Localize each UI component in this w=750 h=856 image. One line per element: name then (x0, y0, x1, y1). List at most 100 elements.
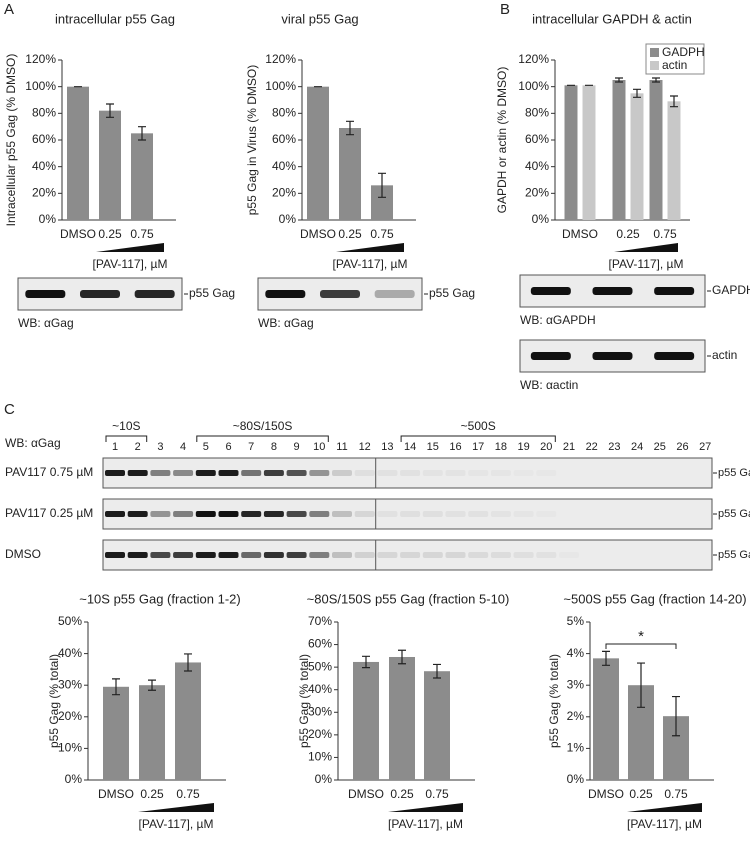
x-tick-label: 0.75 (653, 227, 677, 241)
y-tick-label: 40% (32, 159, 56, 173)
fraction-number: 15 (427, 441, 439, 453)
blot-band (445, 511, 466, 517)
fraction-number: 5 (203, 441, 209, 453)
fraction-group-label: ~500S (461, 419, 496, 433)
y-axis-title: Intracellular p55 Gag (% DMSO) (4, 54, 18, 227)
blot-band (195, 511, 216, 517)
y-tick-label: 40% (308, 682, 332, 696)
row-label: DMSO (5, 547, 41, 561)
x-axis-title: [PAV-117], µM (388, 817, 463, 831)
row-label: PAV117 0.25 µM (5, 506, 93, 520)
error-bar (672, 695, 680, 737)
y-tick-label: 30% (58, 677, 82, 691)
blot-band (127, 552, 148, 558)
blot-band (354, 552, 375, 558)
blot-band (468, 511, 489, 517)
blot-band (218, 470, 239, 476)
y-tick-label: 100% (518, 79, 549, 93)
error-bar (184, 653, 192, 672)
antibody-label: WB: αGag (5, 436, 61, 450)
blot-band (400, 552, 421, 558)
blot-band (468, 470, 488, 476)
y-tick-label: 70% (308, 614, 332, 628)
fraction-number: 17 (472, 441, 484, 453)
blot-band (173, 511, 194, 517)
y-tick-label: 10% (308, 750, 332, 764)
dose-wedge (388, 803, 463, 812)
error-bar (615, 77, 623, 83)
blot-band (127, 511, 148, 517)
fraction-number: 14 (404, 441, 416, 453)
y-tick-label: 0% (65, 772, 83, 786)
blot-band (536, 552, 557, 558)
fraction-bracket (105, 435, 148, 442)
y-tick-label: 40% (272, 159, 296, 173)
blot-band (592, 287, 633, 295)
blot-band (173, 552, 194, 558)
y-tick-label: 120% (265, 52, 296, 66)
blot-band (354, 470, 375, 476)
fraction-number: 22 (586, 441, 598, 453)
blot-band (25, 290, 66, 298)
dose-wedge (138, 803, 214, 812)
fraction-number: 12 (359, 441, 371, 453)
x-tick-label: 0.75 (425, 787, 449, 801)
y-tick-label: 120% (518, 52, 549, 66)
blot-band (150, 552, 171, 558)
blot-band (309, 511, 330, 517)
y-tick-label: 50% (58, 614, 82, 628)
y-tick-label: 0% (279, 212, 297, 226)
y-tick-label: 60% (308, 637, 332, 651)
chart-title: ~500S p55 Gag (fraction 14-20) (563, 591, 746, 606)
error-bar (602, 650, 610, 666)
y-axis-title: GAPDH or actin (% DMSO) (495, 67, 509, 214)
bar (612, 80, 626, 220)
y-axis-title: p55 Gag (% total) (47, 654, 61, 748)
blot-band (320, 290, 360, 298)
error-bar (433, 663, 441, 679)
x-axis-title: [PAV-117], µM (139, 817, 214, 831)
blot-band (536, 470, 556, 476)
dose-wedge (336, 243, 404, 252)
blot-band (400, 511, 421, 517)
panel-label: C (4, 401, 15, 418)
panel-label: B (500, 1, 510, 18)
blot-band (134, 290, 175, 298)
dose-wedge (627, 803, 702, 812)
blot-band (173, 470, 194, 476)
y-tick-label: 40% (58, 646, 82, 660)
blot-band (127, 470, 148, 476)
blot-band (654, 287, 695, 295)
blot-band (309, 552, 330, 558)
blot-band (263, 552, 284, 558)
blot-band (150, 511, 171, 517)
x-tick-label: DMSO (562, 227, 598, 241)
chart-title: ~80S/150S p55 Gag (fraction 5-10) (307, 591, 510, 606)
blot-band (468, 552, 489, 558)
y-tick-label: 2% (567, 709, 585, 723)
blot-band (105, 511, 125, 517)
bar (630, 93, 644, 220)
fraction-number: 10 (313, 441, 325, 453)
fraction-number: 24 (631, 441, 643, 453)
legend-label: GADPH (662, 45, 705, 59)
fraction-number: 16 (449, 441, 461, 453)
blot-band (286, 470, 307, 476)
blot-band (80, 290, 120, 298)
fraction-number: 26 (676, 441, 688, 453)
dose-wedge (96, 243, 164, 252)
blot-band (332, 470, 352, 476)
y-tick-label: 0% (39, 212, 57, 226)
blot-band (514, 470, 534, 476)
fraction-number: 4 (180, 441, 186, 453)
bar (649, 80, 663, 220)
error-bar (378, 172, 386, 198)
x-axis-title: [PAV-117], µM (333, 257, 408, 271)
y-tick-label: 4% (567, 646, 585, 660)
bar (131, 133, 153, 220)
fraction-number: 1 (112, 441, 118, 453)
y-tick-label: 10% (58, 741, 82, 755)
blot-band (514, 511, 534, 517)
blot-band (559, 552, 579, 558)
fraction-number: 11 (336, 441, 347, 453)
